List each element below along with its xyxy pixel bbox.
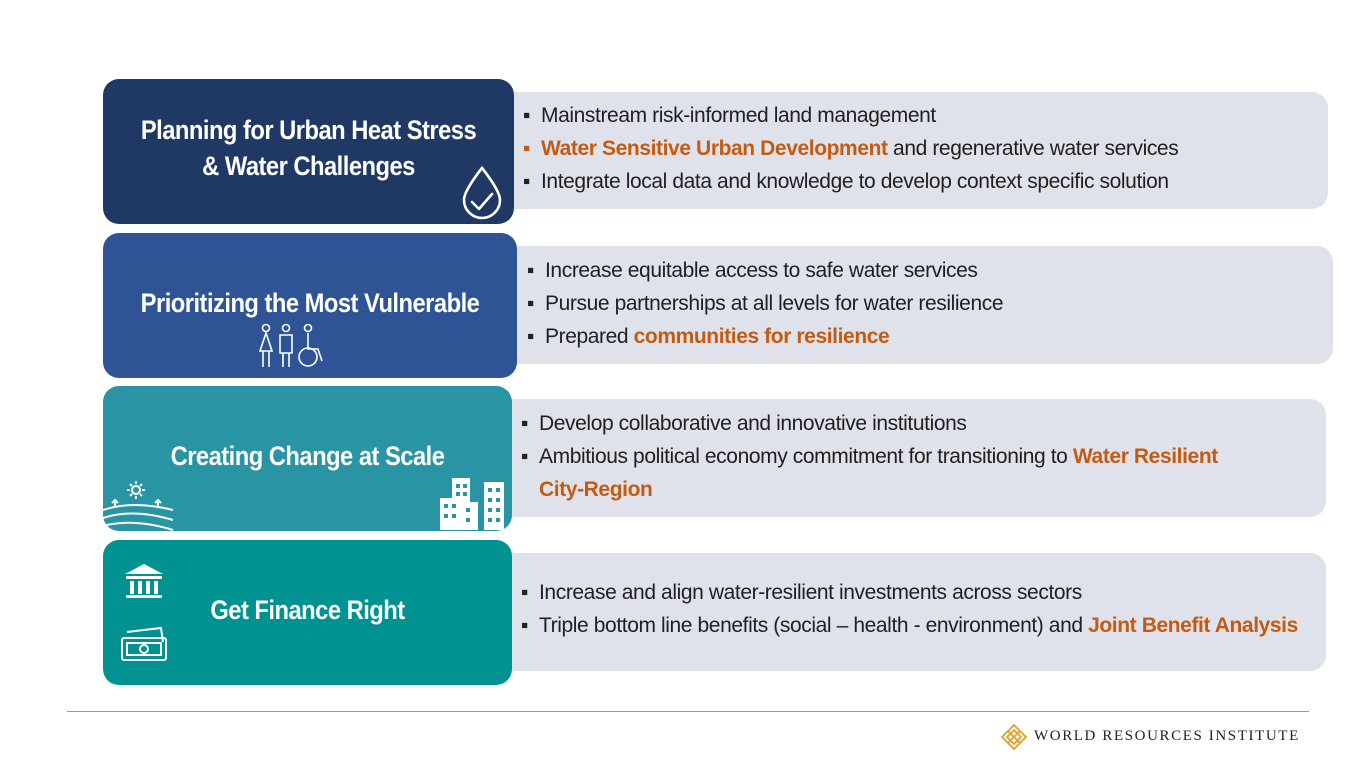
bullet-item: ▪ Water Sensitive Urban Development and … — [521, 132, 1179, 165]
bullet-panel — [496, 553, 1326, 671]
bullet-marker: ▪ — [521, 412, 529, 435]
bullet-highlight: communities for resilience — [633, 325, 890, 348]
bullet-highlight: Water Sensitive Urban Development — [541, 137, 888, 160]
bullet-text: Prepared — [545, 325, 634, 348]
category-card-planning: Planning for Urban Heat Stress & Water C… — [103, 79, 514, 224]
bullet-list: ▪ Develop collaborative and innovative in… — [519, 407, 1259, 506]
bullet-item: ▪ Increase and align water-resilient inve… — [519, 576, 1298, 609]
bullet-highlight: Joint Benefit Analysis — [1088, 614, 1298, 637]
bullet-list: ▪ Increase and align water-resilient inve… — [519, 576, 1298, 642]
bullet-marker: ▪ — [523, 104, 531, 127]
bullet-marker: ▪ — [527, 259, 535, 282]
card-title-line: Get Finance Right — [210, 595, 405, 625]
bullet-text: Develop collaborative and innovative ins… — [539, 412, 967, 435]
bullet-item: ▪ Integrate local data and knowledge to d… — [521, 165, 1178, 198]
card-title: Planning for Urban Heat Stress & Water C… — [128, 112, 490, 184]
bullet-text: Mainstream risk-informed land management — [541, 104, 936, 127]
bullet-text: and regenerative water services — [887, 137, 1179, 160]
card-title: Get Finance Right — [128, 592, 488, 628]
card-title-line: Creating Change at Scale — [170, 441, 445, 471]
bullet-marker: ▪ — [521, 445, 529, 468]
bullet-marker: ▪ — [523, 137, 531, 160]
row-vulnerable: Prioritizing the Most Vulnerable ▪ Increa… — [103, 233, 1333, 378]
bullet-marker: ▪ — [527, 292, 535, 315]
category-card-scale: Creating Change at Scale — [103, 386, 512, 531]
money-bills-icon — [121, 626, 167, 661]
card-title-line: & Water Challenges — [202, 151, 415, 181]
organization-name: WORLD RESOURCES INSTITUTE — [1034, 728, 1300, 744]
category-card-vulnerable: Prioritizing the Most Vulnerable — [103, 233, 517, 378]
bullet-text: Pursue partnerships at all levels for wa… — [545, 292, 1004, 315]
bullet-text: Ambitious political economy commitment f… — [539, 445, 1073, 468]
water-drop-check-icon — [462, 165, 502, 220]
card-title-line: Prioritizing the Most Vulnerable — [140, 288, 480, 318]
people-icon — [258, 323, 323, 367]
bullet-text: Triple bottom line benefits (social – he… — [539, 614, 1089, 637]
bullet-text: Increase and align water-resilient inves… — [539, 581, 1082, 604]
bullet-marker: ▪ — [521, 614, 529, 637]
bullet-marker: ▪ — [523, 170, 531, 193]
row-planning: Planning for Urban Heat Stress & Water C… — [103, 79, 1333, 224]
bullet-item: ▪ Prepared communities for resilience — [525, 320, 1003, 353]
bullet-item: ▪ Develop collaborative and innovative in… — [519, 407, 1259, 440]
city-buildings-icon — [440, 478, 504, 530]
row-scale: Creating Change at Scale — [103, 386, 1333, 531]
wri-logo-icon — [1001, 724, 1027, 750]
card-title: Creating Change at Scale — [128, 438, 488, 474]
bullet-panel — [496, 399, 1326, 517]
bullet-highlight: Water Resilient City-Region — [539, 445, 1218, 501]
bullet-list: ▪ Increase equitable access to safe water… — [525, 254, 1004, 353]
bullet-panel — [501, 246, 1333, 364]
bullet-item: ▪ Increase equitable access to safe water… — [525, 254, 1003, 287]
card-title: Prioritizing the Most Vulnerable — [128, 285, 492, 321]
bullet-text: Increase equitable access to safe water … — [545, 259, 978, 282]
bullet-item: ▪ Ambitious political economy commitment … — [519, 440, 1259, 506]
bullet-marker: ▪ — [527, 325, 535, 348]
category-card-finance: Get Finance Right — [103, 540, 512, 685]
bullet-item: ▪ Mainstream risk-informed land managemen… — [521, 99, 1178, 132]
row-finance: Get Finance Right ▪ Increase and align wa… — [103, 540, 1333, 685]
landscape-sun-icon — [103, 481, 174, 531]
bullet-item: ▪ Triple bottom line benefits (social – h… — [519, 609, 1298, 642]
bullet-list: ▪ Mainstream risk-informed land managemen… — [521, 99, 1179, 198]
bullet-text: Integrate local data and knowledge to de… — [541, 170, 1169, 193]
bullet-marker: ▪ — [521, 581, 529, 604]
bank-icon — [125, 564, 163, 598]
footer-divider — [67, 711, 1309, 712]
bullet-panel — [498, 92, 1328, 209]
card-title-line: Planning for Urban Heat Stress — [140, 115, 477, 145]
bullet-item: ▪ Pursue partnerships at all levels for w… — [525, 287, 1004, 320]
